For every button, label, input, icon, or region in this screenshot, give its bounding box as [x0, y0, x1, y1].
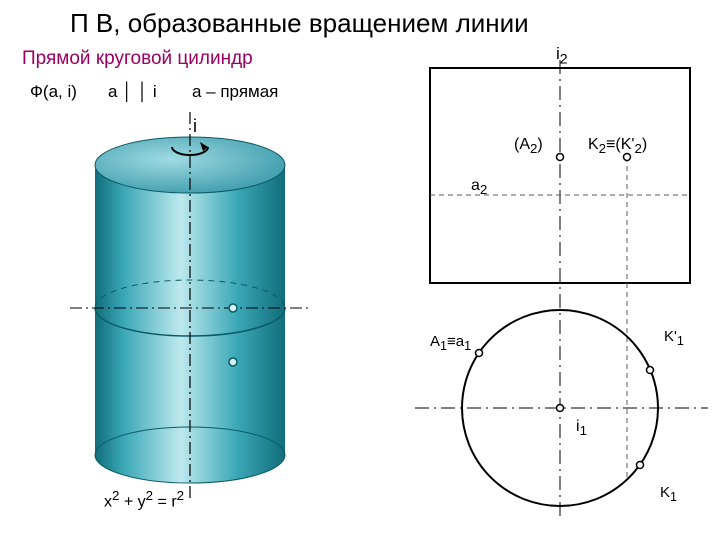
point-kprime: [229, 304, 237, 312]
point-k: [229, 358, 237, 366]
ortho-views: [415, 60, 708, 520]
pt-A2: [557, 154, 564, 161]
pt-Kp1: [647, 367, 654, 374]
pt-A1a1: [476, 350, 483, 357]
cylinder-3d: [70, 112, 310, 500]
diagram-svg: [0, 0, 720, 540]
pt-K1: [637, 462, 644, 469]
pt-center-i1: [557, 405, 564, 412]
pt-K2: [624, 154, 631, 161]
